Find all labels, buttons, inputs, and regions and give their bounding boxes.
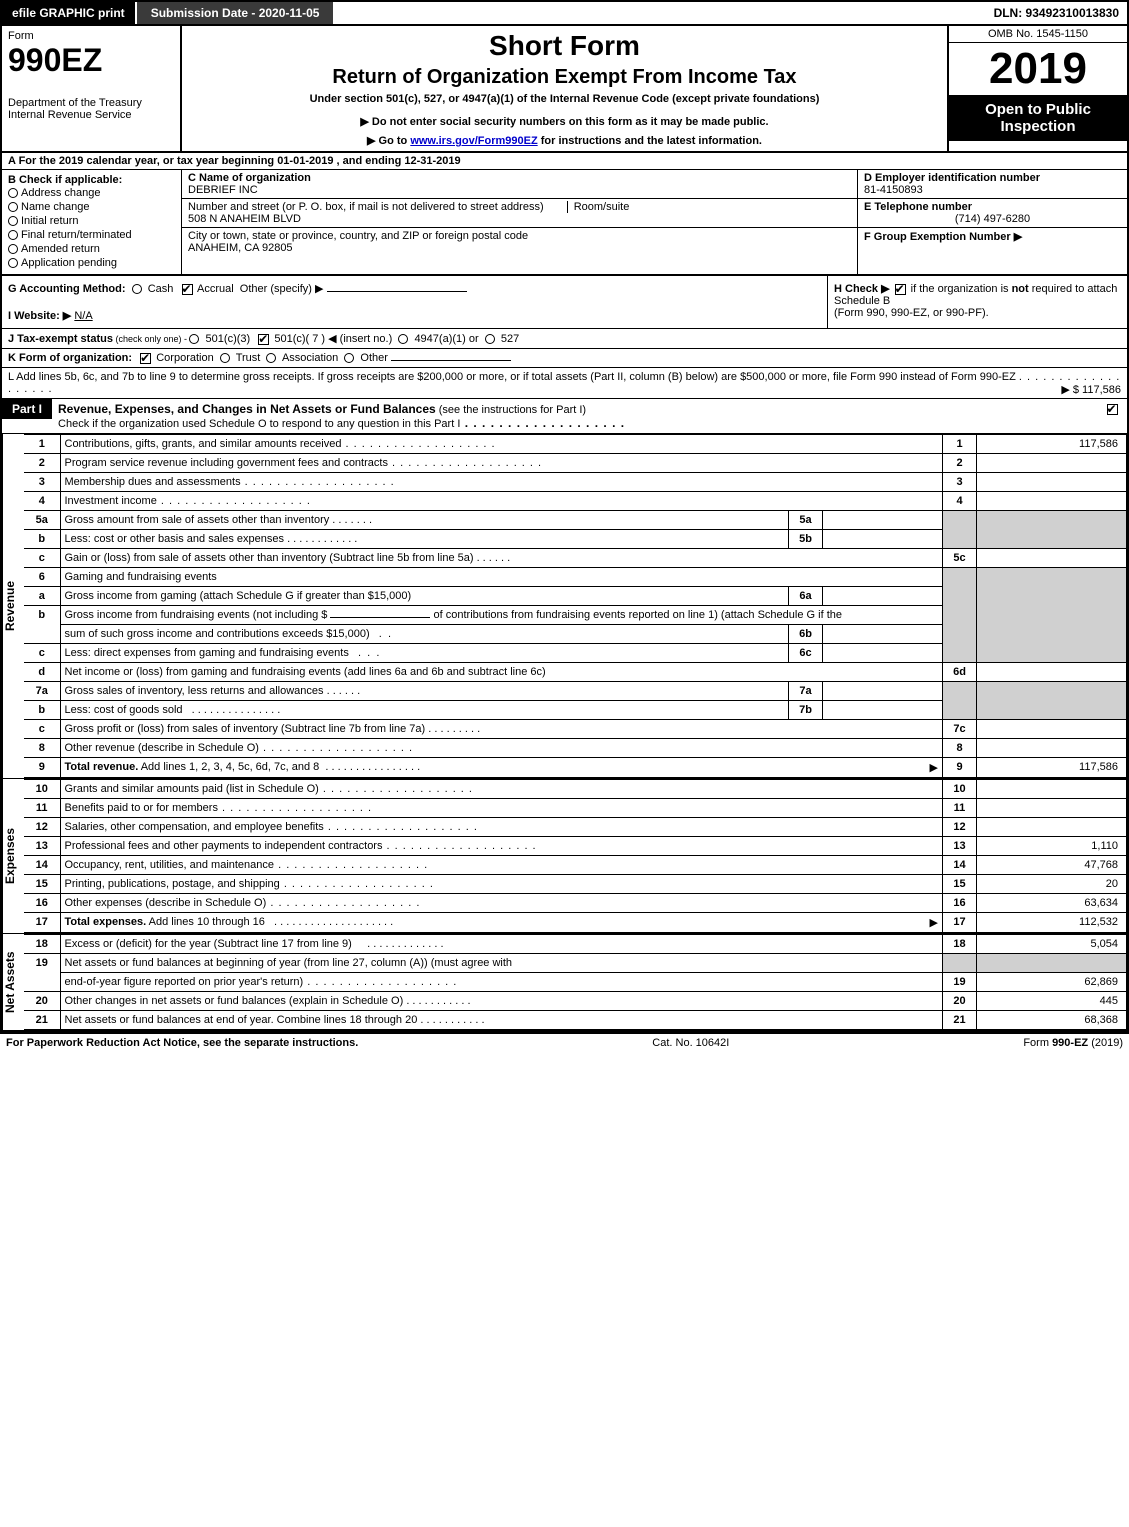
irs: Internal Revenue Service	[8, 109, 174, 121]
gross-receipts: ▶ $ 117,586	[1061, 383, 1121, 396]
part1-schedule-o-check[interactable]	[1107, 404, 1118, 415]
irs-link[interactable]: www.irs.gov/Form990EZ	[410, 135, 537, 147]
open-inspection: Open to Public Inspection	[949, 95, 1127, 141]
netassets-table: 18Excess or (deficit) for the year (Subt…	[24, 934, 1127, 1030]
revenue-table: 1Contributions, gifts, grants, and simil…	[24, 434, 1127, 778]
street-label: Number and street (or P. O. box, if mail…	[188, 201, 544, 213]
city-val: ANAHEIM, CA 92805	[188, 242, 851, 254]
cat-no: Cat. No. 10642I	[652, 1037, 729, 1049]
f-label: F Group Exemption Number ▶	[864, 230, 1121, 243]
expenses-grid: Expenses 10Grants and similar amounts pa…	[2, 779, 1127, 934]
line21-val: 68,368	[977, 1011, 1127, 1030]
g-cash-radio[interactable]	[132, 284, 142, 294]
line19-val: 62,869	[977, 973, 1127, 992]
line15-val: 20	[977, 875, 1127, 894]
netassets-grid: Net Assets 18Excess or (deficit) for the…	[2, 934, 1127, 1032]
telephone: (714) 497-6280	[864, 213, 1121, 225]
line1-val: 117,586	[977, 435, 1127, 454]
line16-val: 63,634	[977, 894, 1127, 913]
revenue-label: Revenue	[2, 434, 24, 778]
g-label: G Accounting Method:	[8, 283, 126, 295]
row-a-tax-year: A For the 2019 calendar year, or tax yea…	[2, 153, 1127, 170]
k-assoc[interactable]	[266, 353, 276, 363]
k-corp[interactable]	[140, 353, 151, 364]
line13-val: 1,110	[977, 837, 1127, 856]
j-501c[interactable]	[258, 334, 269, 345]
row-k: K Form of organization: Corporation Trus…	[2, 349, 1127, 368]
k-trust[interactable]	[220, 353, 230, 363]
ein: 81-4150893	[864, 184, 1121, 196]
row-j: J Tax-exempt status (check only one) - 5…	[2, 329, 1127, 349]
row-ghi: G Accounting Method: Cash Accrual Other …	[2, 276, 1127, 329]
room-label: Room/suite	[567, 201, 630, 213]
chk-address-change[interactable]	[8, 188, 18, 198]
expenses-table: 10Grants and similar amounts paid (list …	[24, 779, 1127, 933]
col-b: B Check if applicable: Address change Na…	[2, 170, 182, 274]
e-label: E Telephone number	[864, 201, 1121, 213]
chk-initial-return[interactable]	[8, 216, 18, 226]
d-label: D Employer identification number	[864, 172, 1121, 184]
org-name: DEBRIEF INC	[188, 184, 851, 196]
line9-val: 117,586	[977, 758, 1127, 778]
form-label: Form	[8, 30, 174, 42]
submission-date: Submission Date - 2020-11-05	[137, 2, 334, 24]
col-def: D Employer identification number 81-4150…	[857, 170, 1127, 274]
title-short-form: Short Form	[188, 30, 941, 62]
website-val: N/A	[74, 310, 92, 322]
h-checkbox[interactable]	[895, 284, 906, 295]
col-c: C Name of organization DEBRIEF INC Numbe…	[182, 170, 857, 274]
tax-year: 2019	[949, 43, 1127, 95]
efile-print-button[interactable]: efile GRAPHIC print	[2, 2, 137, 24]
chk-amended[interactable]	[8, 244, 18, 254]
form-number: 990EZ	[8, 42, 174, 79]
revenue-grid: Revenue 1Contributions, gifts, grants, a…	[2, 434, 1127, 779]
g-accrual-check[interactable]	[182, 284, 193, 295]
expenses-label: Expenses	[2, 779, 24, 933]
line18-val: 5,054	[977, 935, 1127, 954]
k-other[interactable]	[344, 353, 354, 363]
omb-number: OMB No. 1545-1150	[949, 26, 1127, 43]
part1-header-row: Part I Revenue, Expenses, and Changes in…	[2, 399, 1127, 434]
line20-val: 445	[977, 992, 1127, 1011]
under-section: Under section 501(c), 527, or 4947(a)(1)…	[188, 93, 941, 105]
part1-check-line: Check if the organization used Schedule …	[58, 418, 460, 430]
topbar: efile GRAPHIC print Submission Date - 20…	[2, 2, 1127, 24]
paperwork-notice: For Paperwork Reduction Act Notice, see …	[6, 1037, 358, 1049]
form-ref: Form 990-EZ (2019)	[1023, 1037, 1123, 1049]
netassets-label: Net Assets	[2, 934, 24, 1030]
h-label: H Check ▶	[834, 283, 890, 295]
part1-badge: Part I	[2, 399, 52, 419]
chk-name-change[interactable]	[8, 202, 18, 212]
dept-treasury: Department of the Treasury	[8, 97, 174, 109]
dln: DLN: 93492310013830	[986, 2, 1127, 24]
chk-pending[interactable]	[8, 258, 18, 268]
page-footer: For Paperwork Reduction Act Notice, see …	[0, 1034, 1129, 1052]
line14-val: 47,768	[977, 856, 1127, 875]
row-l: L Add lines 5b, 6c, and 7b to line 9 to …	[2, 368, 1127, 399]
title-return: Return of Organization Exempt From Incom…	[188, 66, 941, 89]
form-header: Form 990EZ Department of the Treasury In…	[2, 24, 1127, 153]
j-4947[interactable]	[398, 334, 408, 344]
i-label: I Website: ▶	[8, 310, 71, 322]
chk-final-return[interactable]	[8, 230, 18, 240]
ssn-notice: ▶ Do not enter social security numbers o…	[188, 115, 941, 128]
col-b-title: B Check if applicable:	[8, 174, 175, 186]
form-page: efile GRAPHIC print Submission Date - 20…	[0, 0, 1129, 1034]
c-name-label: C Name of organization	[188, 172, 851, 184]
line17-val: 112,532	[977, 913, 1127, 933]
instructions-link-row: ▶ Go to www.irs.gov/Form990EZ for instru…	[188, 134, 941, 147]
street-val: 508 N ANAHEIM BLVD	[188, 213, 851, 225]
city-label: City or town, state or province, country…	[188, 230, 851, 242]
section-bcdef: B Check if applicable: Address change Na…	[2, 170, 1127, 276]
j-501c3[interactable]	[189, 334, 199, 344]
j-527[interactable]	[485, 334, 495, 344]
